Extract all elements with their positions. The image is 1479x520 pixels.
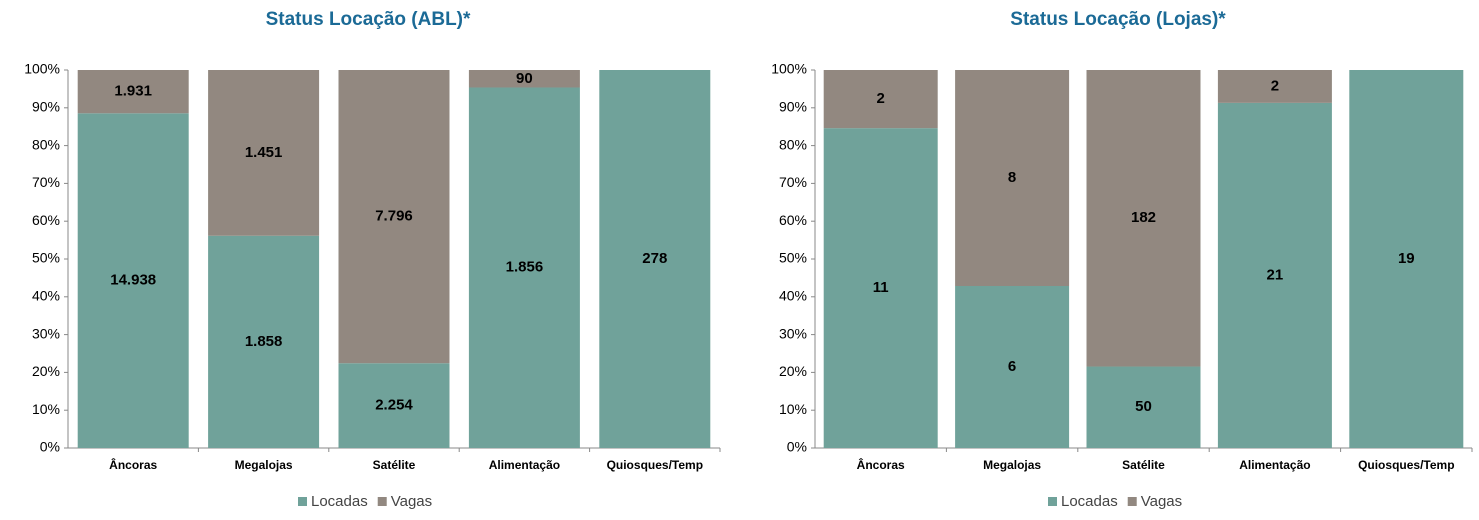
y-tick-label: 0% — [40, 439, 60, 455]
bar-segment — [599, 70, 711, 448]
legend-swatch — [298, 497, 307, 506]
data-label: 50 — [1135, 398, 1152, 415]
bar-segment — [468, 70, 580, 88]
data-label: 7.796 — [375, 208, 413, 225]
bar-segment — [823, 70, 938, 129]
data-label: 19 — [1398, 250, 1415, 267]
y-tick-label: 40% — [779, 288, 807, 304]
y-tick-label: 40% — [32, 288, 60, 304]
data-label: 1.858 — [245, 333, 283, 350]
data-label: 1.451 — [245, 144, 283, 161]
legend-label: Locadas — [311, 493, 368, 510]
x-tick-label: Alimentação — [1239, 458, 1310, 472]
y-tick-label: 20% — [32, 363, 60, 379]
y-tick-label: 10% — [32, 401, 60, 417]
y-tick-label: 100% — [24, 61, 60, 77]
data-label: 8 — [1008, 169, 1016, 186]
y-tick-label: 50% — [32, 250, 60, 266]
bar-segment — [468, 87, 580, 448]
bar-segment — [955, 286, 1070, 448]
y-tick-label: 0% — [787, 439, 807, 455]
y-tick-label: 80% — [32, 136, 60, 152]
legend-swatch — [1127, 497, 1137, 506]
y-tick-label: 70% — [32, 174, 60, 190]
x-tick-label: Megalojas — [235, 458, 293, 472]
data-label: 6 — [1008, 358, 1016, 375]
y-tick-label: 50% — [779, 250, 807, 266]
bar-segment — [1086, 70, 1201, 367]
bar-segment — [1217, 70, 1332, 103]
chart-title: Status Locação (Lojas)* — [1010, 9, 1226, 30]
x-tick-label: Âncoras — [109, 457, 157, 472]
x-tick-label: Quiosques/Temp — [1358, 458, 1454, 472]
y-tick-label: 20% — [779, 363, 807, 379]
y-tick-label: 80% — [779, 136, 807, 152]
bar-segment — [77, 70, 189, 114]
legend-swatch — [377, 497, 387, 506]
bar-segment — [208, 70, 320, 236]
data-label: 2 — [1271, 77, 1279, 94]
data-label: 278 — [642, 250, 667, 267]
bar-segment — [77, 113, 189, 449]
bar-segment — [1217, 102, 1332, 448]
x-tick-label: Satélite — [1122, 458, 1165, 472]
data-label: 14.938 — [110, 272, 156, 289]
legend-label: Locadas — [1061, 493, 1118, 510]
y-tick-label: 30% — [779, 325, 807, 341]
bar-segment — [338, 363, 450, 448]
data-label: 11 — [873, 279, 889, 296]
legend-swatch — [1048, 497, 1057, 506]
y-tick-label: 90% — [779, 99, 807, 115]
bar-segment — [823, 128, 938, 448]
y-tick-label: 100% — [771, 61, 807, 77]
y-tick-label: 90% — [32, 99, 60, 115]
x-tick-label: Satélite — [373, 458, 416, 472]
bar-segment — [338, 70, 450, 364]
legend-label: Vagas — [1141, 493, 1182, 510]
y-tick-label: 70% — [779, 174, 807, 190]
bar-segment — [955, 70, 1070, 286]
x-tick-label: Megalojas — [983, 458, 1041, 472]
chart-title: Status Locação (ABL)* — [266, 9, 471, 30]
x-tick-label: Âncoras — [857, 457, 905, 472]
y-tick-label: 30% — [32, 325, 60, 341]
legend-label: Vagas — [391, 493, 432, 510]
data-label: 182 — [1131, 209, 1156, 226]
x-tick-label: Alimentação — [489, 458, 560, 472]
y-tick-label: 10% — [779, 401, 807, 417]
data-label: 2.254 — [375, 397, 413, 414]
y-tick-label: 60% — [779, 212, 807, 228]
bar-segment — [208, 235, 320, 448]
bar-segment — [1349, 70, 1464, 448]
data-label: 2 — [877, 90, 885, 107]
x-tick-label: Quiosques/Temp — [607, 458, 703, 472]
data-label: 90 — [516, 70, 533, 87]
data-label: 21 — [1267, 266, 1284, 283]
bar-segment — [1086, 366, 1201, 448]
y-tick-label: 60% — [32, 212, 60, 228]
data-label: 1.856 — [506, 259, 544, 276]
data-label: 1.931 — [114, 83, 152, 100]
